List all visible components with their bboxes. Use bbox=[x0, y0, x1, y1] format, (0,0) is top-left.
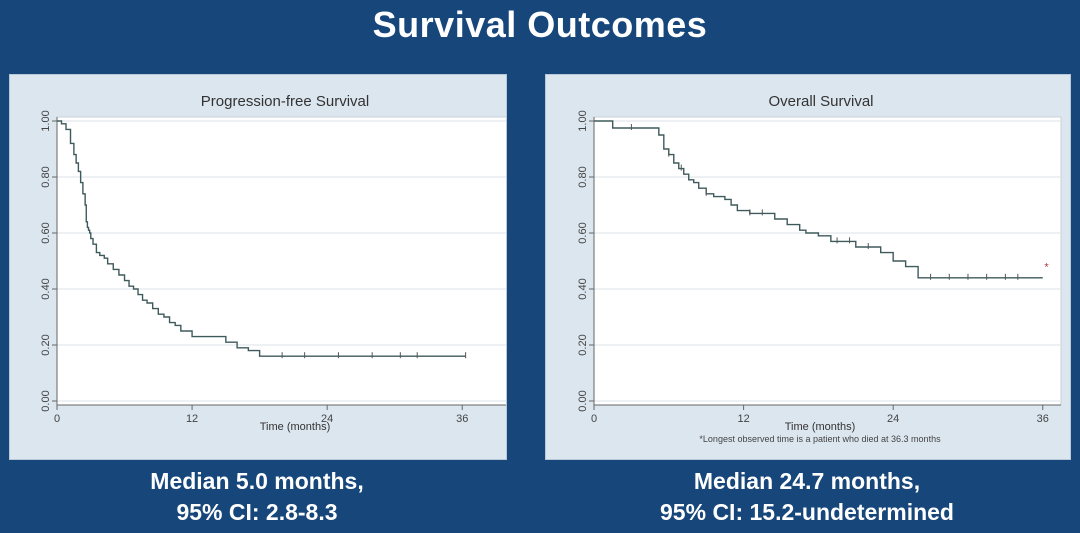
pfs-caption: Median 5.0 months, 95% CI: 2.8-8.3 bbox=[9, 466, 505, 528]
pfs-x-tick-label: 24 bbox=[321, 413, 333, 425]
os-x-axis-label: Time (months) bbox=[785, 421, 856, 433]
os-caption: Median 24.7 months, 95% CI: 15.2-undeter… bbox=[545, 466, 1069, 528]
pfs-plot-area bbox=[56, 116, 506, 406]
pfs-chart-panel: Progression-free Survival 0.00 0.20 0.40 0.6… bbox=[9, 74, 507, 460]
slide-title: Survival Outcomes bbox=[372, 4, 708, 45]
os-y-tick-label: 0.80 bbox=[577, 166, 589, 187]
pfs-y-tick-label: 1.00 bbox=[40, 110, 52, 131]
pfs-y-tick-label: 0.40 bbox=[40, 278, 52, 299]
pfs-x-tick-label: 0 bbox=[54, 413, 60, 425]
pfs-median-text: Median 5.0 months, bbox=[150, 468, 364, 494]
pfs-survival-curve bbox=[57, 120, 466, 357]
os-median-text: Median 24.7 months, bbox=[693, 468, 921, 494]
os-y-tick-label: 0.00 bbox=[577, 390, 589, 411]
os-ci-text: 95% CI: 15.2-undetermined bbox=[660, 499, 954, 525]
pfs-chart: Progression-free Survival 0.00 0.20 0.40 0.6… bbox=[40, 93, 506, 433]
os-survival-curve bbox=[594, 120, 1043, 279]
os-y-tick-label: 1.00 bbox=[577, 110, 589, 131]
os-plot-area bbox=[593, 116, 1062, 406]
os-chart-panel: Overall Survival 0.00 0.20 0.40 0.60 0.80 1.00… bbox=[545, 74, 1071, 460]
pfs-y-tick-label: 0.00 bbox=[40, 390, 52, 411]
pfs-y-tick-label: 0.60 bbox=[40, 222, 52, 243]
os-y-tick-label: 0.40 bbox=[577, 278, 589, 299]
pfs-x-axis-label: Time (months) bbox=[260, 421, 331, 433]
os-chart-title: Overall Survival bbox=[768, 93, 873, 110]
os-event-marker: * bbox=[1044, 262, 1049, 274]
os-footnote: *Longest observed time is a patient who … bbox=[699, 434, 941, 444]
os-y-tick-label: 0.20 bbox=[577, 334, 589, 355]
pfs-chart-title: Progression-free Survival bbox=[201, 93, 369, 110]
pfs-x-tick-label: 12 bbox=[186, 413, 198, 425]
os-chart: Overall Survival 0.00 0.20 0.40 0.60 0.80 1.00… bbox=[577, 93, 1062, 444]
pfs-ci-text: 95% CI: 2.8-8.3 bbox=[176, 499, 338, 525]
os-x-tick-label: 36 bbox=[1037, 413, 1049, 425]
pfs-y-tick-label: 0.20 bbox=[40, 334, 52, 355]
os-x-tick-label: 12 bbox=[737, 413, 749, 425]
pfs-x-tick-label: 36 bbox=[456, 413, 468, 425]
os-x-tick-label: 24 bbox=[887, 413, 899, 425]
pfs-y-tick-label: 0.80 bbox=[40, 166, 52, 187]
os-x-tick-label: 0 bbox=[591, 413, 597, 425]
os-y-tick-label: 0.60 bbox=[577, 222, 589, 243]
